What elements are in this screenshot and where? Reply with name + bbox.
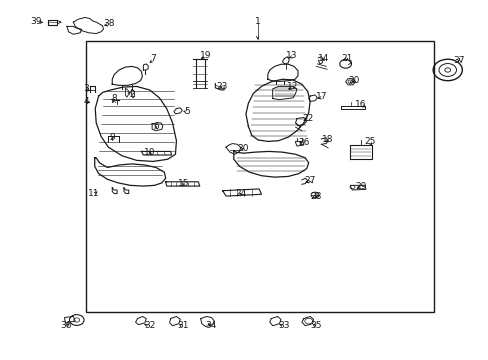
Text: 27: 27 <box>304 176 315 185</box>
Text: 37: 37 <box>453 56 464 65</box>
Text: 19: 19 <box>200 51 211 60</box>
Text: 34: 34 <box>205 321 217 330</box>
Text: 20: 20 <box>347 76 359 85</box>
Text: 38: 38 <box>103 19 115 28</box>
Text: 18: 18 <box>322 135 333 144</box>
Text: 3: 3 <box>83 84 89 93</box>
Text: 5: 5 <box>184 107 190 116</box>
Text: 23: 23 <box>216 82 227 91</box>
Text: 4: 4 <box>83 97 89 106</box>
Text: 11: 11 <box>88 189 100 198</box>
Text: 35: 35 <box>310 321 322 330</box>
Text: 15: 15 <box>178 179 189 188</box>
Text: 30: 30 <box>237 144 249 153</box>
Text: 6: 6 <box>153 122 159 131</box>
Text: 21: 21 <box>340 54 351 63</box>
Text: 10: 10 <box>143 148 155 157</box>
Text: 14: 14 <box>317 54 328 63</box>
Text: 39: 39 <box>31 17 42 26</box>
Text: 16: 16 <box>355 100 366 109</box>
Text: 32: 32 <box>143 321 155 330</box>
Text: 36: 36 <box>60 321 71 330</box>
Text: 25: 25 <box>364 137 375 146</box>
Text: 2: 2 <box>129 90 134 99</box>
Text: 22: 22 <box>302 114 313 123</box>
Text: 28: 28 <box>310 192 322 201</box>
Text: 26: 26 <box>298 138 309 147</box>
Text: 33: 33 <box>278 321 289 330</box>
Text: 29: 29 <box>355 182 366 191</box>
Bar <box>86 41 433 312</box>
Text: 7: 7 <box>150 54 156 63</box>
Text: 12: 12 <box>286 82 297 91</box>
Text: 13: 13 <box>286 51 297 60</box>
Text: 1: 1 <box>254 17 260 26</box>
Text: 31: 31 <box>177 321 188 330</box>
Text: 9: 9 <box>109 133 115 142</box>
Text: 17: 17 <box>315 92 326 101</box>
Text: 24: 24 <box>235 189 246 198</box>
Text: 8: 8 <box>111 94 117 103</box>
